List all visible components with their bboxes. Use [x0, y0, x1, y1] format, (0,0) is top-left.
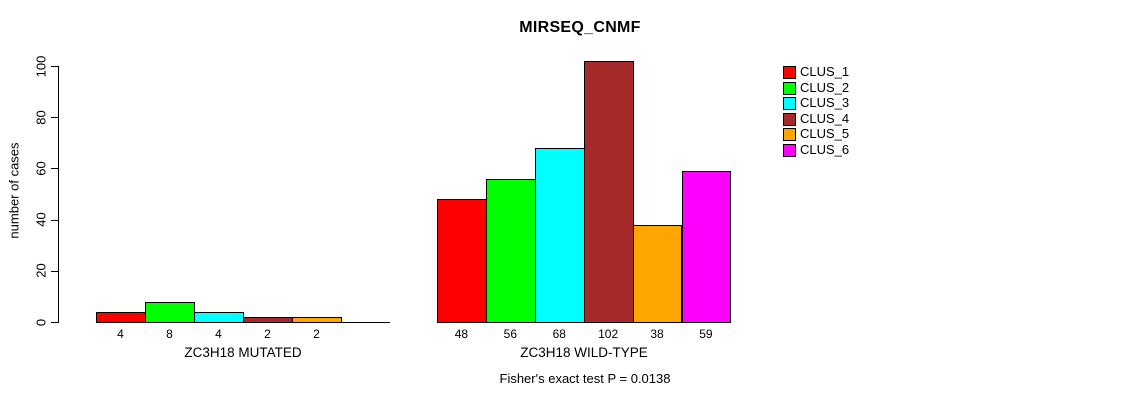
bar-value-label: 4	[215, 327, 222, 341]
legend-label-clus_3: CLUS_3	[800, 95, 850, 111]
legend-label-clus_5: CLUS_5	[800, 126, 850, 142]
y-tick-mark	[51, 322, 58, 323]
legend-label-clus_4: CLUS_4	[800, 110, 850, 126]
y-tick-label: 20	[33, 263, 49, 279]
fisher-test-annotation: Fisher's exact test P = 0.0138	[499, 371, 671, 386]
y-axis-label: number of cases	[6, 142, 22, 239]
y-axis-line	[58, 66, 59, 323]
legend-label-clus_1: CLUS_1	[800, 64, 850, 79]
bar-value-label: 38	[650, 327, 664, 341]
y-tick-label: 80	[33, 109, 49, 125]
bar-value-label: 48	[454, 327, 469, 341]
bar-clus_4	[243, 316, 293, 323]
bar-value-label: 2	[313, 327, 320, 341]
bar-clus_1	[437, 199, 487, 323]
y-tick-label: 60	[33, 161, 49, 176]
bar-clus_3	[534, 147, 585, 323]
legend-swatch-clus_4	[783, 112, 796, 126]
y-tick-label: 0	[33, 318, 49, 326]
bar-value-label: 4	[117, 327, 124, 341]
legend-swatch-clus_2	[783, 81, 796, 95]
y-tick-label: 40	[33, 212, 49, 227]
bar-value-label: 102	[598, 327, 619, 341]
y-tick-label: 100	[33, 55, 49, 77]
legend-swatch-clus_3	[783, 97, 796, 111]
bar-clus_3	[194, 311, 244, 323]
bar-value-label: 8	[166, 327, 173, 341]
legend-label-clus_2: CLUS_2	[800, 79, 850, 95]
group-label-wildtype: ZC3H18 WILD-TYPE	[520, 345, 648, 360]
legend-swatch-clus_5	[783, 128, 796, 142]
legend-label-clus_6: CLUS_6	[800, 142, 850, 157]
bar-clus_4	[583, 60, 634, 323]
y-tick-mark	[51, 219, 58, 221]
bar-clus_5	[292, 316, 342, 323]
y-tick-mark	[51, 270, 58, 272]
y-tick-mark	[51, 117, 58, 119]
legend-swatch-clus_1	[783, 66, 796, 79]
bar-clus_1	[96, 311, 146, 323]
bar-value-label: 56	[503, 327, 518, 341]
bar-value-label: 68	[552, 327, 566, 341]
bar-clus_2	[485, 178, 536, 323]
bar-value-label: 2	[264, 327, 271, 341]
bar-clus_5	[632, 224, 683, 323]
chart-title: MIRSEQ_CNMF	[519, 19, 641, 36]
bar-value-label: 59	[699, 327, 713, 341]
legend-swatch-clus_6	[783, 144, 796, 157]
group-label-mutated: ZC3H18 MUTATED	[184, 345, 302, 360]
y-tick-mark	[51, 168, 58, 170]
bar-clus_2	[145, 301, 195, 323]
bar-clus_6	[681, 170, 732, 323]
y-tick-mark	[51, 66, 58, 67]
